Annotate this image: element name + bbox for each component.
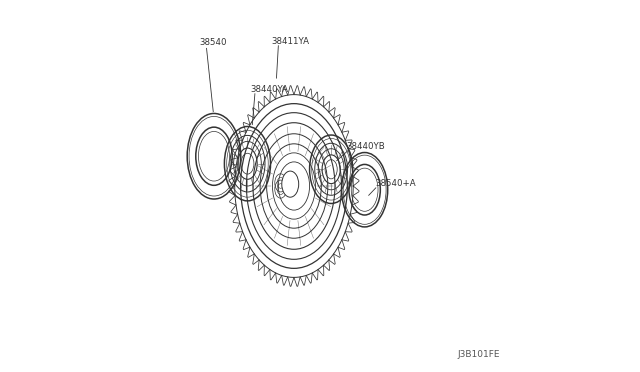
Polygon shape (235, 94, 353, 278)
Text: 38440YB: 38440YB (347, 142, 385, 151)
Text: J3B101FE: J3B101FE (458, 350, 500, 359)
Text: 38440YA: 38440YA (250, 85, 289, 94)
Text: 38540: 38540 (199, 38, 227, 47)
Ellipse shape (282, 171, 299, 197)
Text: 38540+A: 38540+A (375, 179, 416, 188)
Text: 38411YA: 38411YA (271, 37, 310, 46)
